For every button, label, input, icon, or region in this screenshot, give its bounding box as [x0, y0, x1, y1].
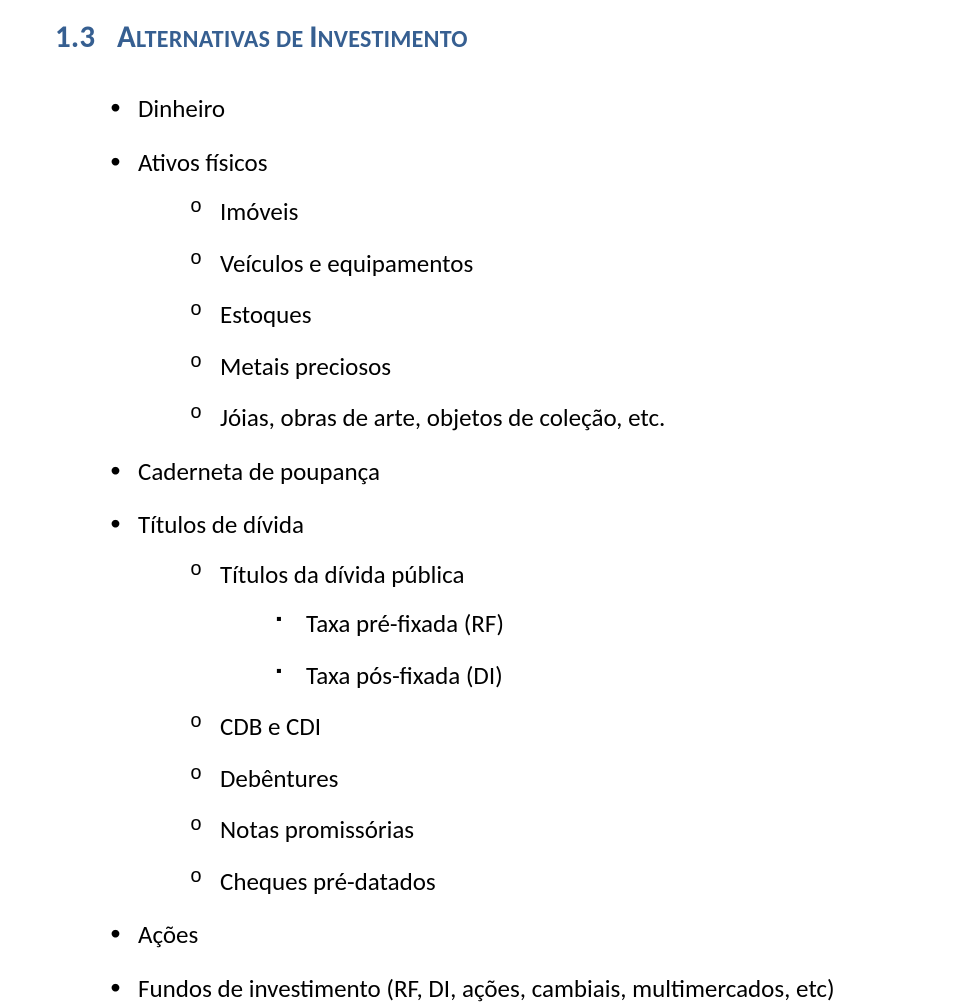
list-item: Veículos e equipamentos: [190, 245, 910, 283]
sub-sub-list: Taxa pré-fixada (RF) Taxa pós-fixada (DI…: [220, 605, 910, 694]
list-item-text: Metais preciosos: [220, 351, 391, 382]
section-heading: 1.3 ALTERNATIVAS DE INVESTIMENTO: [55, 18, 910, 56]
sub-list: Títulos da dívida pública Taxa pré-fixad…: [138, 556, 910, 901]
list-item: Fundos de investimento (RF, DI, ações, c…: [110, 970, 910, 1007]
list-item-text: Imóveis: [220, 196, 298, 227]
list-item: Metais preciosos: [190, 348, 910, 386]
list-item: Taxa pré-fixada (RF): [276, 605, 910, 643]
list-item: Ativos físicos Imóveis Veículos e equipa…: [110, 144, 910, 437]
list-item: CDB e CDI: [190, 708, 910, 746]
list-item: Dinheiro: [110, 90, 910, 128]
list-item: Estoques: [190, 296, 910, 334]
list-item-text: Ações: [138, 919, 198, 950]
list-item-text: Debêntures: [220, 763, 338, 794]
list-item-text: Títulos da dívida pública: [220, 559, 464, 590]
list-item-text: Taxa pré-fixada (RF): [306, 608, 504, 639]
list-item-text: Estoques: [220, 299, 312, 330]
heading-title: ALTERNATIVAS DE INVESTIMENTO: [117, 18, 468, 56]
list-item: Imóveis: [190, 193, 910, 231]
list-item: Títulos da dívida pública Taxa pré-fixad…: [190, 556, 910, 695]
list-item-text: CDB e CDI: [220, 711, 321, 742]
list-item-text: Títulos de dívida: [138, 509, 304, 540]
list-item-text: Dinheiro: [138, 93, 225, 124]
list-item: Jóias, obras de arte, objetos de coleção…: [190, 399, 910, 437]
list-item: Títulos de dívida Títulos da dívida públ…: [110, 506, 910, 900]
list-item-text: Notas promissórias: [220, 814, 414, 845]
list-item-text: Ativos físicos: [138, 147, 268, 178]
list-item: Debêntures: [190, 760, 910, 798]
list-item-text: Veículos e equipamentos: [220, 248, 473, 279]
list-item: Taxa pós-fixada (DI): [276, 657, 910, 695]
list-item: Notas promissórias: [190, 811, 910, 849]
list-item-text: Fundos de investimento (RF, DI, ações, c…: [138, 973, 835, 1004]
list-item: Caderneta de poupança: [110, 453, 910, 491]
list-item: Ações: [110, 916, 910, 954]
document-page: 1.3 ALTERNATIVAS DE INVESTIMENTO Dinheir…: [0, 0, 960, 867]
list-item-text: Cheques pré-datados: [220, 866, 436, 897]
list-item-text: Jóias, obras de arte, objetos de coleção…: [220, 402, 665, 433]
list-item-text: Caderneta de poupança: [138, 456, 380, 487]
list-item: Cheques pré-datados: [190, 863, 910, 901]
bullet-list: Dinheiro Ativos físicos Imóveis Veículos…: [55, 90, 910, 1007]
heading-number: 1.3: [55, 18, 95, 56]
sub-list: Imóveis Veículos e equipamentos Estoques…: [138, 193, 910, 437]
list-item-text: Taxa pós-fixada (DI): [306, 660, 503, 691]
